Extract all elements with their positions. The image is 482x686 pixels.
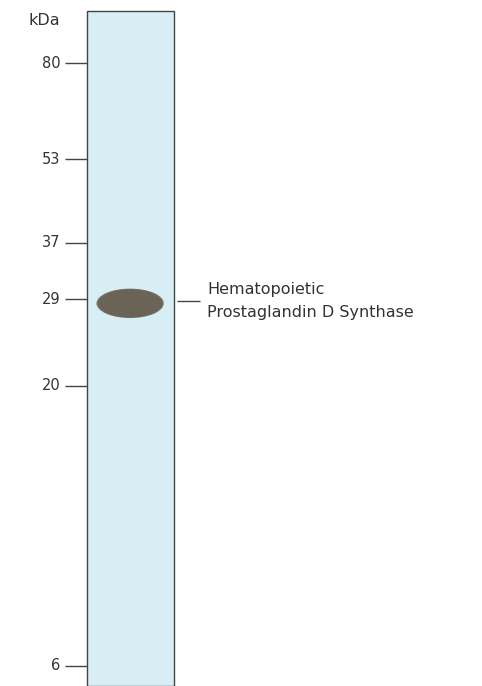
Ellipse shape [120,299,140,308]
Text: 6: 6 [51,659,60,673]
Text: 80: 80 [41,56,60,71]
Ellipse shape [112,295,148,311]
Ellipse shape [114,296,146,310]
Text: 37: 37 [42,235,60,250]
Ellipse shape [107,293,154,314]
Ellipse shape [103,292,157,315]
Ellipse shape [116,297,145,309]
Ellipse shape [125,301,135,305]
Ellipse shape [105,292,156,314]
Text: 53: 53 [42,152,60,167]
Ellipse shape [108,294,152,313]
Ellipse shape [127,302,134,305]
Ellipse shape [101,290,160,316]
Ellipse shape [117,298,144,309]
Ellipse shape [102,291,158,316]
Text: 29: 29 [41,292,60,307]
Ellipse shape [107,294,153,314]
Ellipse shape [124,300,136,306]
Ellipse shape [106,293,155,314]
Ellipse shape [115,297,146,310]
Ellipse shape [128,303,133,305]
Ellipse shape [102,291,159,316]
Ellipse shape [111,295,149,312]
Ellipse shape [121,299,139,307]
Ellipse shape [121,300,139,307]
Ellipse shape [123,300,137,306]
Ellipse shape [126,301,134,305]
Text: Prostaglandin D Synthase: Prostaglandin D Synthase [207,305,414,320]
Ellipse shape [100,290,161,316]
Bar [87,12,174,686]
Ellipse shape [113,296,147,311]
Ellipse shape [104,292,156,315]
Ellipse shape [118,298,143,309]
Ellipse shape [122,300,138,307]
Ellipse shape [110,294,150,312]
Ellipse shape [96,289,164,318]
Text: Hematopoietic: Hematopoietic [207,282,325,296]
Ellipse shape [119,298,141,308]
Ellipse shape [112,296,148,311]
Ellipse shape [109,294,151,313]
Ellipse shape [99,289,161,317]
Text: kDa: kDa [28,13,60,28]
Ellipse shape [97,289,163,318]
Ellipse shape [98,289,162,318]
Ellipse shape [119,298,142,309]
Text: 20: 20 [41,378,60,393]
